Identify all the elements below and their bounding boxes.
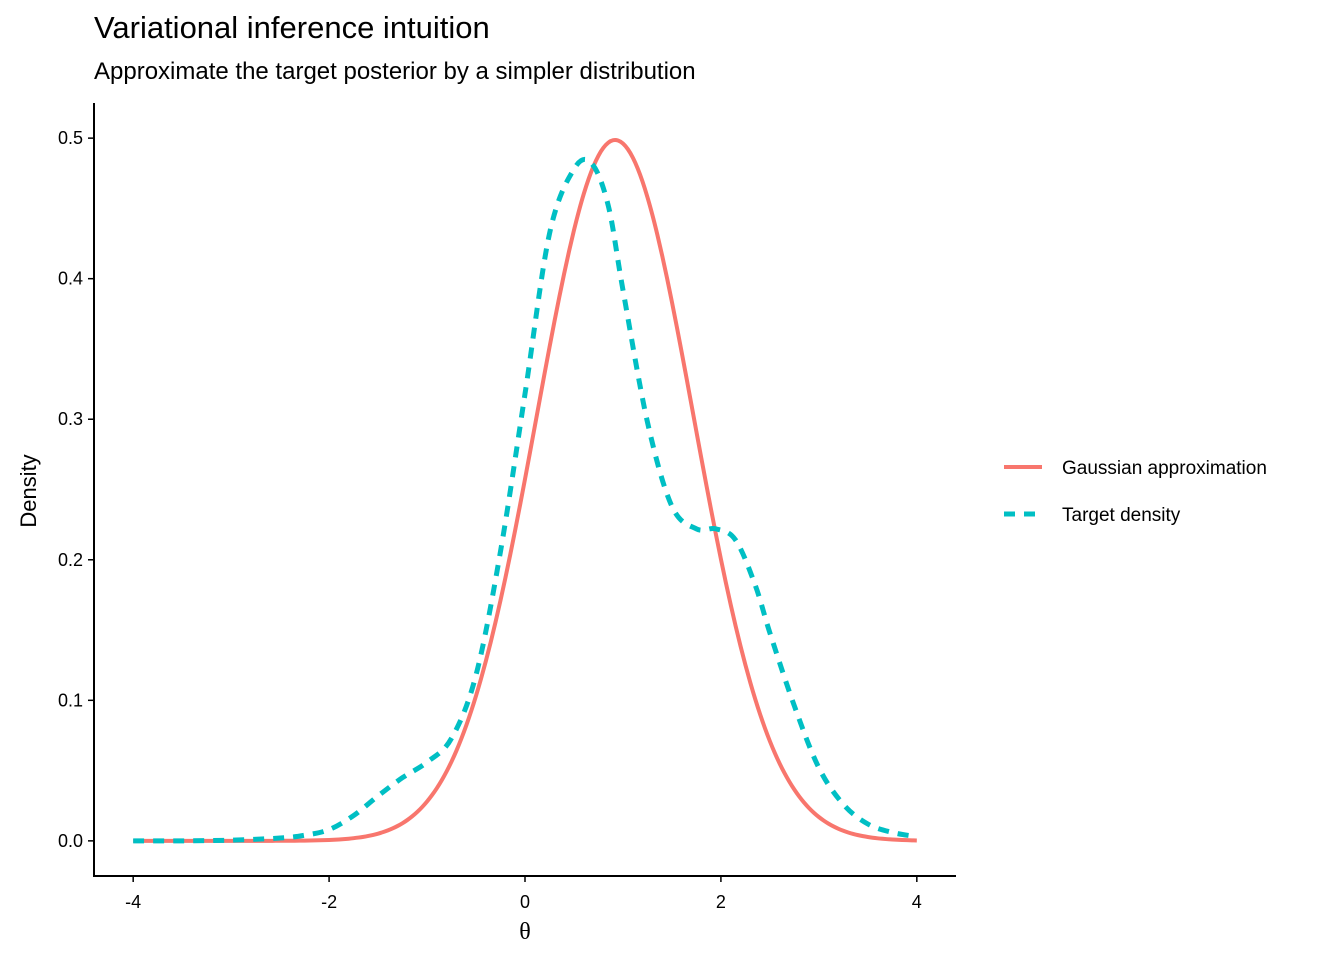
legend: Gaussian approximation Target density: [1004, 458, 1267, 526]
legend-item-target: Target density: [1004, 505, 1181, 526]
y-tick-label: 0.3: [58, 409, 83, 429]
series-line-gaussian-approximation: [133, 137, 917, 843]
y-tick-label: 0.2: [58, 550, 83, 570]
legend-item-gaussian: Gaussian approximation: [1004, 458, 1267, 479]
chart-subtitle: Approximate the target posterior by a si…: [94, 58, 696, 85]
chart-title: Variational inference intuition: [94, 10, 490, 45]
y-ticks: 0.0 0.1 0.2 0.3 0.4 0.5: [58, 128, 94, 851]
x-ticks: -4 -2 0 2 4: [125, 876, 922, 912]
y-tick-label: 0.5: [58, 128, 83, 148]
y-tick-label: 0.4: [58, 269, 83, 289]
x-tick-label: -2: [321, 892, 337, 912]
series-line-target-density: [133, 156, 918, 844]
y-tick-label: 0.0: [58, 831, 83, 851]
legend-label-target: Target density: [1062, 505, 1181, 526]
y-tick-label: 0.1: [58, 690, 83, 710]
x-tick-label: 2: [716, 892, 726, 912]
x-axis-title: θ: [519, 919, 531, 945]
x-tick-label: -4: [125, 892, 141, 912]
legend-label-gaussian: Gaussian approximation: [1062, 458, 1267, 479]
y-axis-title: Density: [16, 454, 41, 527]
x-tick-label: 0: [520, 892, 530, 912]
x-tick-label: 4: [912, 892, 922, 912]
series-layer: [133, 137, 918, 844]
